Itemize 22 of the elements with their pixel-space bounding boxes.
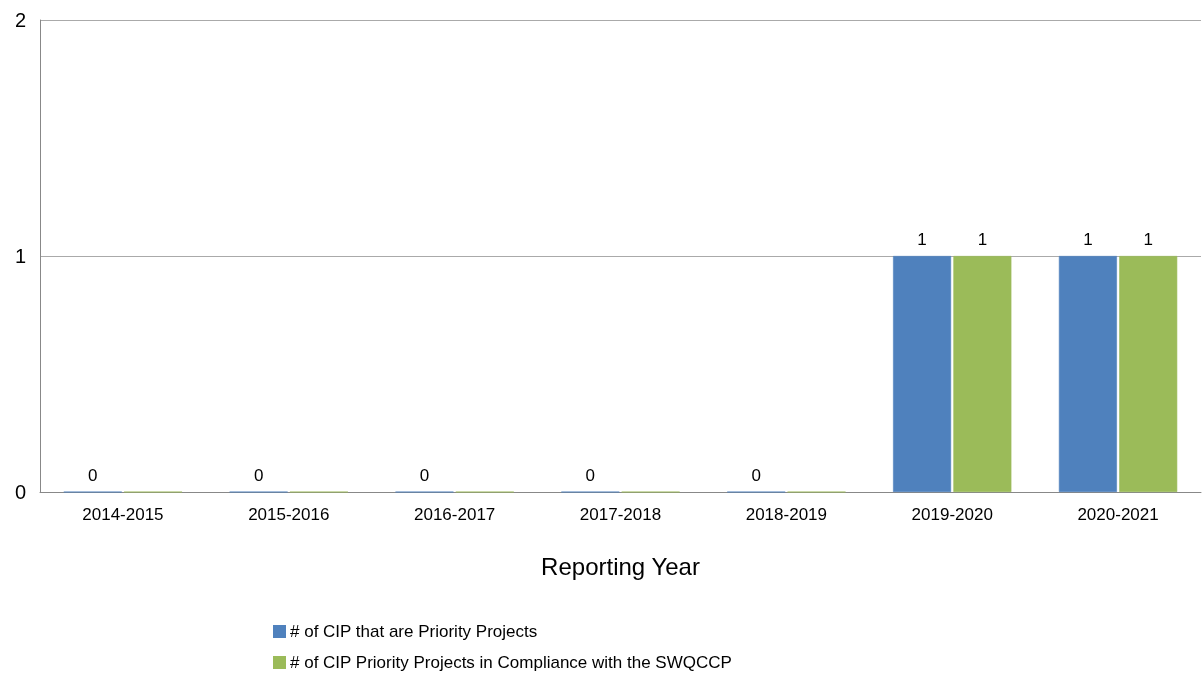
legend-label: # of CIP that are Priority Projects	[290, 622, 538, 641]
data-label: 0	[585, 465, 596, 485]
data-label: 0	[751, 465, 761, 485]
data-label: 0	[253, 465, 264, 485]
data-label: 1	[1143, 230, 1153, 249]
data-label: 1	[917, 230, 927, 249]
data-label: 0	[88, 465, 98, 485]
x-tick-label: 2017-2018	[579, 505, 662, 524]
x-tick-label: 2019-2020	[911, 505, 993, 524]
x-tick-label: 2018-2019	[745, 505, 828, 524]
y-tick-label: 1	[14, 245, 26, 267]
y-tick-label: 0	[14, 481, 26, 503]
x-tick-label: 2020-2021	[1077, 505, 1159, 524]
data-label: 0	[419, 465, 430, 485]
x-tick-label: 2016-2017	[413, 505, 496, 524]
data-label: 1	[977, 230, 988, 249]
x-tick-label: 2014-2015	[82, 505, 164, 524]
data-label: 1	[1083, 230, 1093, 249]
x-tick-label: 2015-2016	[248, 505, 330, 524]
y-tick-label: 2	[14, 9, 26, 31]
x-axis-title: Reporting Year	[541, 552, 700, 580]
legend-label: # of CIP Priority Projects in Compliance with the SWQCCP	[290, 653, 732, 672]
